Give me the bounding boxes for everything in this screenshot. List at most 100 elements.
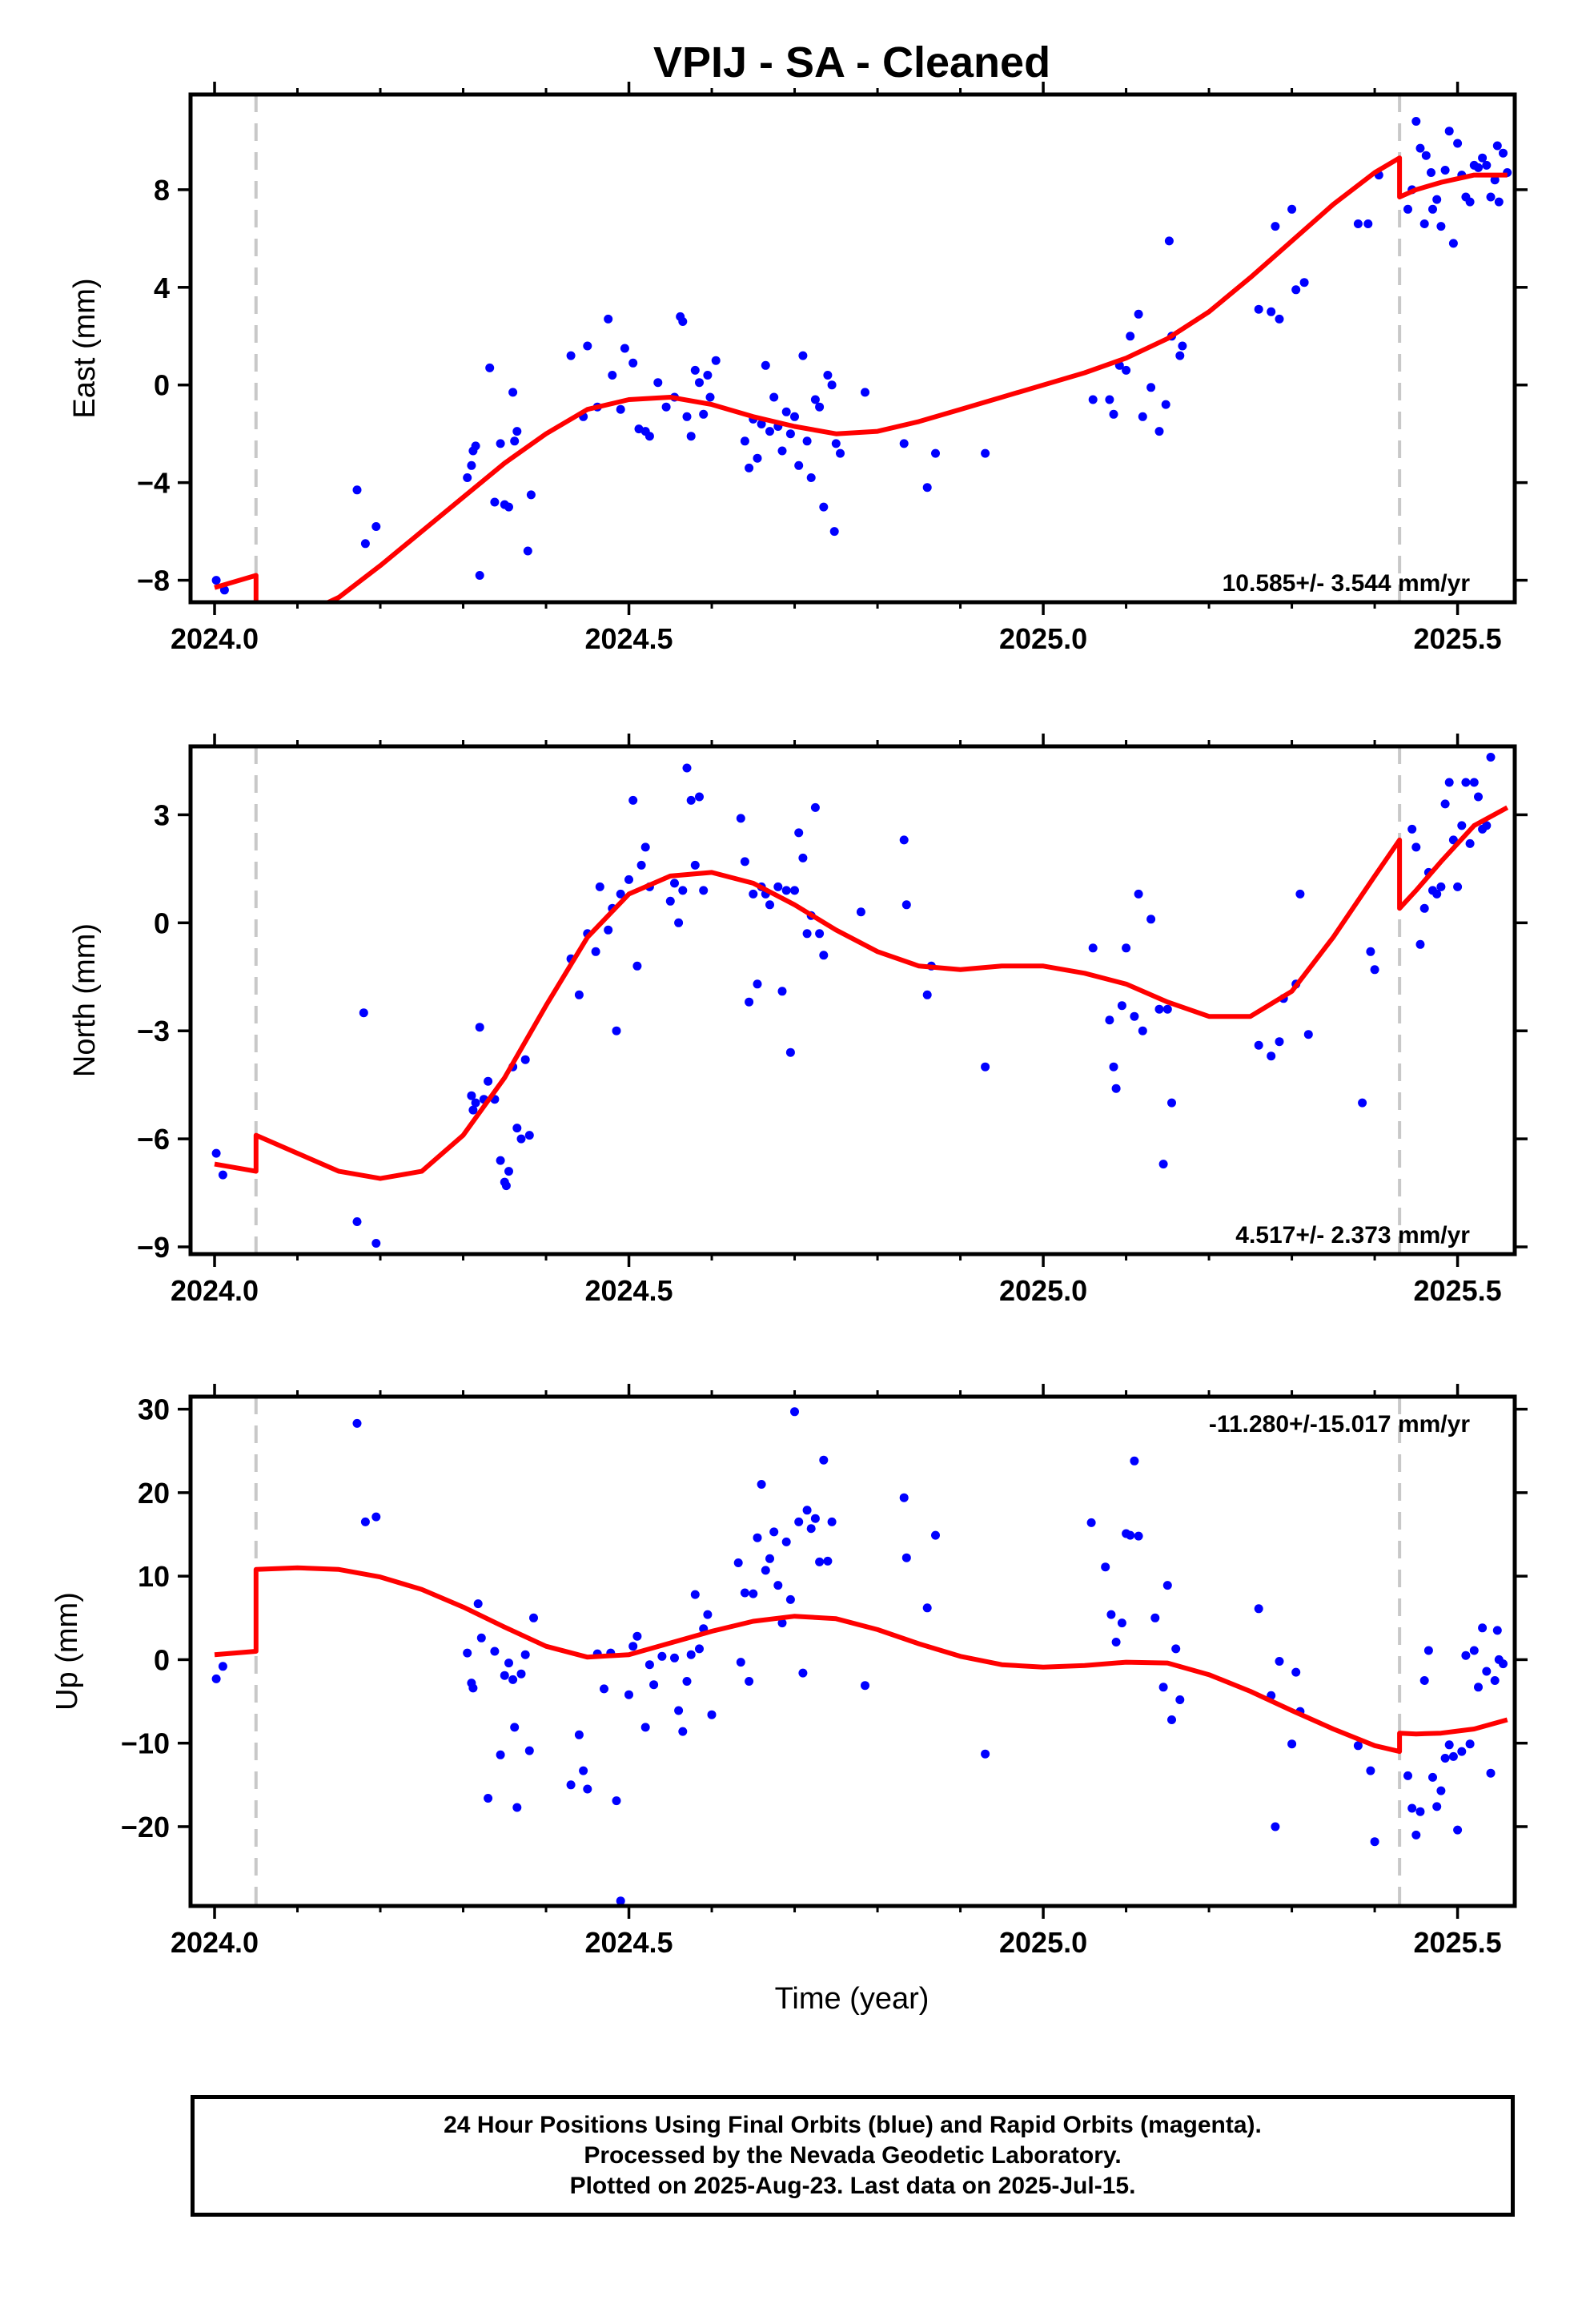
north-data-point: [352, 1217, 362, 1226]
up-data-point: [1106, 1610, 1116, 1619]
east-data-point: [628, 358, 638, 368]
east-data-point: [1478, 153, 1488, 163]
up-data-point: [1101, 1562, 1110, 1572]
east-data-point: [1161, 400, 1170, 409]
up-data-point: [736, 1658, 745, 1667]
east-data-point: [1175, 351, 1185, 360]
north-data-point: [1105, 1015, 1114, 1025]
up-data-point: [1453, 1825, 1463, 1835]
up-data-point: [790, 1407, 799, 1417]
up-data-point: [566, 1780, 576, 1790]
up-data-point: [1130, 1456, 1139, 1466]
up-data-point: [1134, 1531, 1143, 1541]
up-data-point: [574, 1730, 584, 1739]
up-data-point: [1150, 1613, 1160, 1622]
north-data-point: [1407, 824, 1417, 834]
east-y-tick-label: 4: [154, 271, 170, 304]
up-data-point: [690, 1590, 700, 1599]
north-data-point: [595, 882, 604, 891]
up-data-point: [931, 1530, 940, 1540]
north-x-tick-label: 2025.5: [1414, 1274, 1502, 1307]
up-data-point: [1465, 1739, 1475, 1749]
up-data-point: [773, 1581, 783, 1590]
north-panel: 2024.0 2024.5 2025.0 2025.5 −9 −6 −3 0 3 North (m…: [68, 734, 1528, 1307]
up-data-point: [1117, 1618, 1126, 1628]
north-data-point: [790, 886, 799, 895]
up-data-point: [583, 1784, 592, 1794]
east-y-tick-label: −8: [137, 565, 170, 597]
north-data-point: [1461, 778, 1471, 787]
east-data-point: [899, 439, 909, 448]
east-rate-label: 10.585+/- 3.544 mm/yr: [1223, 570, 1471, 597]
east-data-point: [1492, 141, 1502, 151]
north-data-point: [1486, 753, 1496, 762]
north-data-point: [612, 1026, 621, 1035]
east-data-point: [815, 402, 825, 412]
east-data-point: [1267, 307, 1276, 316]
east-data-point: [526, 490, 536, 500]
north-data-point: [1415, 939, 1425, 949]
east-data-point: [661, 402, 671, 412]
north-data-point: [1254, 1040, 1263, 1050]
north-data-point: [1109, 1062, 1118, 1072]
up-data-point: [579, 1766, 588, 1775]
up-data-point: [500, 1671, 509, 1680]
east-data-point: [690, 365, 700, 375]
up-data-point: [1171, 1644, 1181, 1654]
footer-line-2: Processed by the Nevada Geodetic Laborat…: [584, 2142, 1122, 2169]
up-x-tick-label: 2024.0: [171, 1926, 259, 1959]
east-data-point: [463, 473, 472, 482]
north-data-point: [1111, 1084, 1121, 1093]
east-data-point: [678, 317, 688, 326]
east-data-point: [371, 522, 381, 531]
east-data-point: [1138, 412, 1147, 421]
north-data-point: [218, 1170, 227, 1180]
up-rate-label: -11.280+/-15.017 mm/yr: [1209, 1411, 1470, 1437]
x-axis-label: Time (year): [775, 1982, 930, 2016]
north-data-point: [678, 886, 688, 895]
up-data-point: [1111, 1638, 1121, 1647]
up-frame: [188, 1394, 1517, 1908]
east-y-tick-label: 0: [154, 369, 170, 402]
up-data-point: [794, 1517, 804, 1526]
east-data-point: [566, 351, 576, 360]
east-data-point: [781, 407, 791, 416]
east-data-point: [1291, 285, 1301, 295]
east-data-point: [467, 460, 476, 470]
up-data-point: [1432, 1802, 1442, 1811]
east-data-point: [740, 436, 749, 446]
east-data-point: [827, 380, 837, 390]
north-y-tick-label: −3: [137, 1015, 170, 1047]
up-data-point: [1370, 1837, 1379, 1847]
east-y-axis-label: East (mm): [68, 278, 102, 418]
up-data-point: [1167, 1715, 1176, 1724]
north-data-point: [574, 990, 584, 999]
east-data-point: [757, 420, 766, 428]
up-data-point: [757, 1480, 766, 1489]
north-data-point: [475, 1023, 484, 1032]
east-data-point: [769, 392, 779, 402]
east-frame: [188, 92, 1517, 605]
up-data-point: [761, 1566, 770, 1575]
up-data-point: [769, 1527, 779, 1537]
up-data-point: [1428, 1772, 1437, 1782]
north-data-point: [785, 1047, 795, 1057]
up-data-point: [1469, 1646, 1479, 1655]
east-data-point: [785, 429, 795, 439]
east-data-point: [802, 436, 812, 446]
east-data-point: [1421, 151, 1431, 160]
up-data-point: [1411, 1830, 1421, 1839]
up-data-point: [1291, 1667, 1301, 1677]
up-data-point: [1158, 1683, 1168, 1692]
north-data-point: [810, 802, 820, 812]
up-data-point: [1086, 1518, 1096, 1527]
north-rate-label: 4.517+/- 2.373 mm/yr: [1235, 1222, 1470, 1248]
east-data-point: [352, 485, 362, 495]
north-data-point: [749, 889, 758, 899]
up-data-point: [815, 1557, 825, 1566]
north-data-point: [467, 1091, 476, 1100]
east-data-point: [1275, 314, 1284, 324]
north-data-point: [1122, 943, 1131, 953]
north-data-point: [856, 907, 865, 917]
up-data-point: [674, 1706, 684, 1715]
